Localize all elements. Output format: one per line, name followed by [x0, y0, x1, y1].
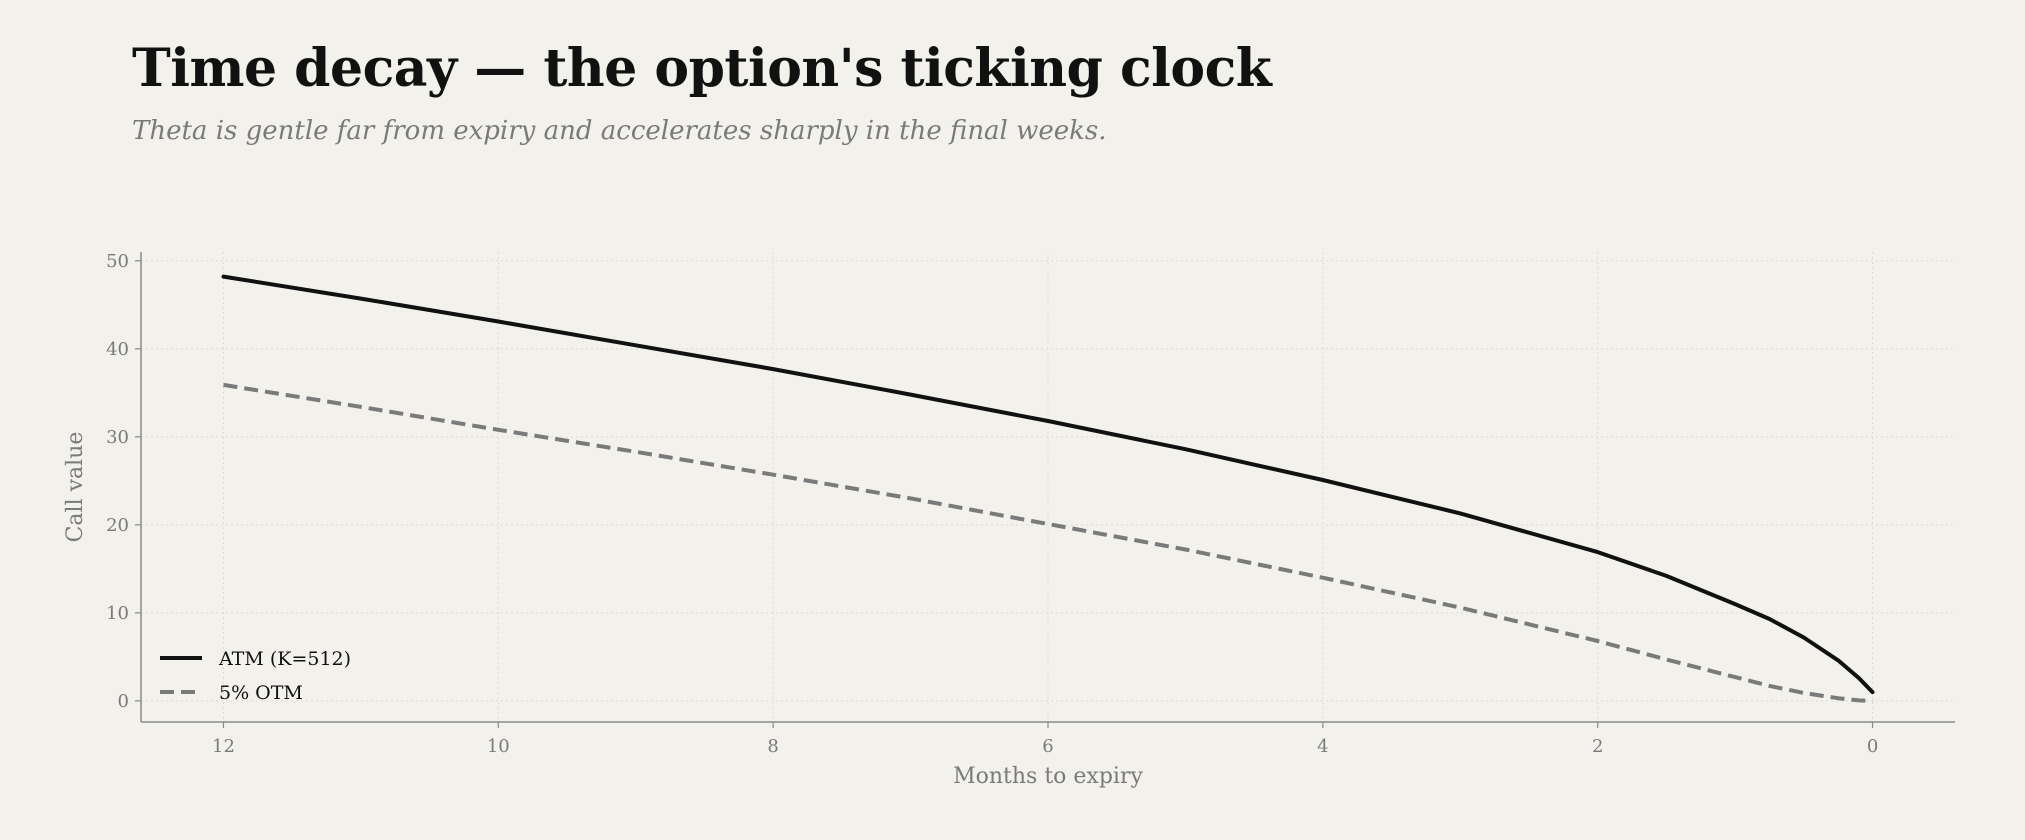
x-tick-label: 6	[1042, 736, 1053, 757]
series-lines	[221, 274, 1875, 703]
series-line-otm	[223, 382, 1873, 703]
chart-title: Time decay — the option's ticking clock	[132, 38, 1272, 99]
chart-subtitle: Theta is gentle far from expiry and acce…	[132, 116, 1107, 146]
x-axis-title: Months to expiry	[953, 764, 1143, 789]
y-axis-title: Call value	[63, 432, 88, 543]
legend: ATM (K=512) 5% OTM	[160, 648, 351, 704]
x-tick-label: 10	[487, 736, 510, 757]
x-tick-label: 4	[1317, 736, 1328, 757]
legend-label: ATM (K=512)	[218, 648, 351, 670]
x-tick-label: 0	[1867, 736, 1878, 757]
x-tick-label: 12	[212, 736, 235, 757]
legend-label: 5% OTM	[219, 682, 303, 704]
y-tick-label: 0	[118, 691, 129, 712]
y-tick-label: 10	[106, 603, 129, 624]
y-tick-label: 20	[106, 515, 129, 536]
grid	[141, 252, 1955, 722]
series-line-atm	[221, 274, 1875, 695]
x-tick-label: 2	[1592, 736, 1603, 757]
y-tick-label: 40	[106, 339, 129, 360]
y-tick-label: 30	[106, 427, 129, 448]
x-tick-label: 8	[767, 736, 778, 757]
y-tick-label: 50	[106, 251, 129, 272]
